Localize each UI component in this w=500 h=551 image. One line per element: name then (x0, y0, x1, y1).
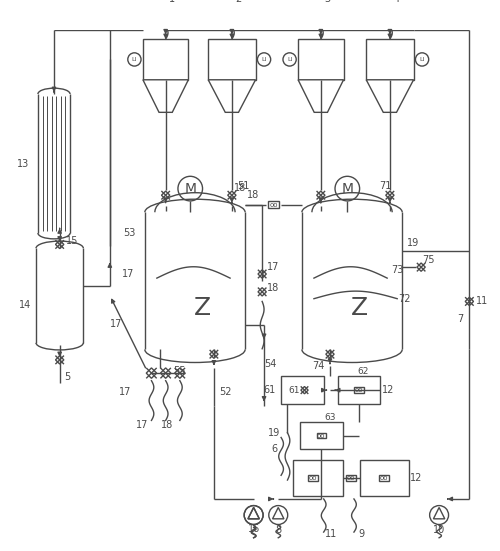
Text: 75: 75 (422, 255, 435, 264)
Text: 63: 63 (324, 413, 336, 422)
Text: 7: 7 (457, 314, 463, 325)
Text: 19: 19 (268, 428, 280, 437)
Text: 18: 18 (162, 420, 173, 430)
Polygon shape (208, 80, 256, 112)
Bar (268, 201, 279, 208)
Text: 17: 17 (110, 319, 122, 329)
Bar (300, 422, 343, 449)
Text: oo: oo (309, 475, 318, 481)
Bar (380, 476, 389, 481)
Text: oo: oo (317, 433, 326, 439)
Text: oo: oo (355, 387, 364, 393)
Text: 8: 8 (275, 525, 281, 535)
Bar (294, 460, 343, 496)
Text: 17: 17 (119, 387, 131, 397)
Text: 19: 19 (408, 238, 420, 248)
Text: 72: 72 (398, 294, 411, 304)
Text: 51: 51 (237, 181, 250, 191)
Text: M: M (184, 182, 196, 196)
Text: 15: 15 (66, 236, 78, 246)
Text: 12: 12 (382, 385, 394, 395)
Text: 1: 1 (169, 0, 175, 4)
Text: 54: 54 (264, 359, 277, 369)
Text: 17: 17 (268, 262, 280, 272)
Text: 13: 13 (17, 159, 29, 169)
Text: 5: 5 (64, 372, 70, 382)
Text: 14: 14 (19, 300, 32, 310)
Bar (281, 376, 324, 404)
Text: 12: 12 (410, 473, 422, 483)
Text: 17: 17 (122, 269, 134, 279)
Text: 2: 2 (236, 0, 242, 4)
Text: 73: 73 (392, 265, 404, 275)
Text: 10: 10 (433, 525, 445, 535)
Text: 18: 18 (234, 183, 246, 193)
Bar (143, 39, 188, 80)
Bar (354, 387, 364, 393)
Bar (346, 476, 356, 481)
Bar (208, 39, 256, 80)
Text: oo: oo (270, 202, 278, 208)
Text: LI: LI (287, 57, 292, 62)
Text: 52: 52 (219, 387, 232, 397)
Text: M: M (342, 182, 353, 196)
Text: LI: LI (262, 57, 266, 62)
Polygon shape (366, 80, 414, 112)
Text: oo: oo (347, 475, 356, 481)
Text: 16: 16 (248, 524, 260, 534)
Text: 55: 55 (174, 366, 186, 376)
Text: 18: 18 (268, 283, 280, 293)
Text: 61: 61 (264, 385, 276, 395)
Text: 9: 9 (358, 529, 364, 539)
Text: 17: 17 (136, 420, 148, 430)
Text: 74: 74 (312, 361, 325, 371)
Text: 71: 71 (379, 181, 392, 191)
Bar (366, 39, 414, 80)
Text: 11: 11 (476, 296, 488, 306)
Text: 4: 4 (394, 0, 400, 4)
Text: 3: 3 (324, 0, 330, 4)
Polygon shape (143, 80, 188, 112)
Text: Z: Z (351, 296, 368, 320)
Bar (316, 433, 326, 439)
Text: 6: 6 (272, 444, 278, 454)
Text: 18: 18 (246, 190, 259, 200)
Text: 61: 61 (288, 386, 300, 395)
Bar (338, 376, 380, 404)
Text: Z: Z (194, 296, 211, 320)
Text: LI: LI (132, 57, 137, 62)
Text: 53: 53 (123, 228, 136, 238)
Text: 11: 11 (325, 529, 338, 539)
Text: 62: 62 (358, 367, 369, 376)
Bar (360, 460, 409, 496)
Polygon shape (298, 80, 344, 112)
Bar (298, 39, 344, 80)
Bar (308, 476, 318, 481)
Text: LI: LI (420, 57, 425, 62)
Text: oo: oo (380, 475, 388, 481)
